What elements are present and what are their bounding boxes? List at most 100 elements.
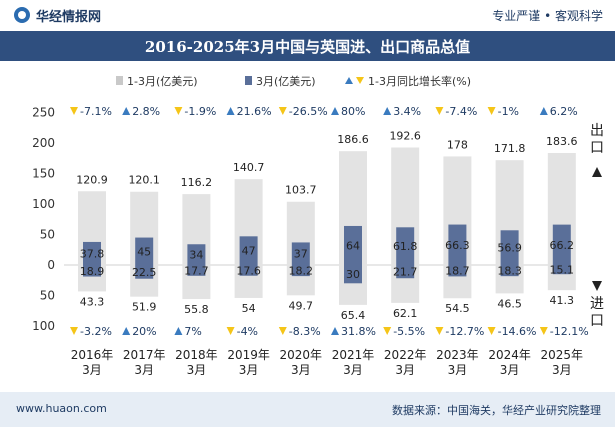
import-growth-down-arrow-icon (226, 327, 235, 335)
export-growth-label: -7.4% (445, 105, 477, 118)
import-total-label: 54.5 (445, 302, 470, 315)
footer-source: 数据来源：中国海关，华经产业研究院整理 (392, 404, 601, 417)
export-growth-label: 3.4% (393, 105, 421, 118)
export-march-label: 34 (189, 249, 203, 262)
import-growth-label: -12.1% (550, 325, 589, 338)
x-category-label: 2022年 3月 (384, 348, 427, 377)
import-total-label: 62.1 (393, 307, 418, 320)
export-total-label: 171.8 (494, 142, 526, 155)
legend-month-swatch (245, 76, 252, 85)
import-march-label: 17.6 (236, 264, 261, 277)
import-march-bar (500, 265, 519, 277)
import-growth-label: -3.2% (80, 325, 112, 338)
import-growth-label: 7% (184, 325, 201, 338)
x-category-label: 2021年 3月 (332, 348, 375, 377)
import-total-label: 46.5 (497, 297, 522, 310)
import-growth-down-arrow-icon (70, 327, 78, 335)
export-march-label: 66.2 (550, 239, 575, 252)
x-category-label: 2018年 3月 (175, 348, 218, 377)
import-side-label: 进 (590, 296, 604, 312)
x-category-label: 2023年 3月 (436, 348, 479, 377)
import-march-label: 22.5 (132, 266, 157, 279)
import-growth-down-arrow-icon (487, 327, 496, 335)
import-total-label: 41.3 (550, 294, 575, 307)
footer-website: www.huaon.com (16, 402, 107, 415)
y-tick-label: 50 (40, 289, 55, 303)
import-march-label: 18.7 (445, 265, 470, 278)
import-march-label: 30 (346, 268, 360, 281)
import-total-label: 55.8 (184, 303, 209, 316)
export-march-bar (291, 242, 310, 265)
top-bar: 华经情报网 专业严谨 • 客观科学 (0, 0, 615, 31)
export-march-bar (135, 237, 154, 265)
legend-month-label: 3月(亿美元) (256, 75, 316, 88)
import-growth-label: 20% (132, 325, 156, 338)
y-tick-label: 100 (32, 197, 55, 211)
import-total-label: 54 (242, 302, 256, 315)
export-march-label: 37 (294, 248, 308, 261)
export-total-label: 120.1 (128, 174, 160, 187)
export-growth-down-arrow-icon (70, 107, 78, 115)
export-march-label: 37.8 (80, 247, 105, 260)
slogan: 专业严谨 • 客观科学 (492, 9, 603, 23)
import-march-label: 21.7 (393, 266, 418, 279)
import-total-label: 43.3 (80, 295, 105, 308)
import-march-bar (396, 265, 415, 279)
export-march-bar (552, 224, 571, 265)
export-side-label: 口 (590, 140, 604, 156)
export-side-label: 出 (590, 123, 604, 139)
y-tick-label: 100 (32, 319, 55, 333)
export-total-label: 192.6 (389, 130, 421, 143)
import-growth-down-arrow-icon (383, 327, 392, 335)
footer-bar (0, 392, 615, 427)
y-tick-label: 200 (32, 136, 55, 150)
export-march-bar (344, 225, 362, 265)
legend-down-arrow-icon (356, 77, 364, 84)
import-growth-label: -14.6% (498, 325, 537, 338)
export-march-bar (500, 230, 519, 265)
import-growth-label: 31.8% (341, 325, 376, 338)
x-category-label: 2024年 3月 (488, 348, 531, 377)
export-growth-label: 80% (341, 105, 365, 118)
logo-icon (14, 7, 30, 23)
export-march-label: 47 (242, 245, 256, 258)
export-total-label: 183.6 (546, 135, 578, 148)
chart-title: 2016-2025年3月中国与英国进、出口商品总值 (144, 38, 471, 56)
chart: 1-3月(亿美元) 3月(亿美元) 1-3月同比增长率(%) 250 200 150 100… (32, 74, 604, 377)
import-march-bar (552, 265, 571, 275)
import-growth-down-arrow-icon (539, 327, 548, 335)
export-march-label: 45 (137, 245, 151, 258)
export-total-label: 120.9 (76, 173, 108, 186)
x-category-label: 2020年 3月 (280, 348, 323, 377)
import-march-bar (239, 265, 258, 276)
export-growth-up-arrow-icon (383, 107, 392, 115)
x-category-label: 2017年 3月 (123, 348, 166, 377)
import-growth-down-arrow-icon (278, 327, 287, 335)
import-side-label: 口 (590, 313, 604, 329)
export-march-label: 61.8 (393, 240, 418, 253)
export-march-bar (239, 236, 258, 265)
export-total-label: 186.6 (337, 133, 369, 146)
import-march-label: 18.9 (80, 265, 105, 278)
import-total-label: 65.4 (341, 309, 366, 322)
export-growth-down-arrow-icon (174, 107, 183, 115)
export-march-label: 56.9 (497, 242, 522, 255)
import-side-arrow-icon (592, 281, 602, 291)
import-march-bar (448, 265, 467, 277)
import-total-label: 49.7 (289, 299, 314, 312)
export-total-label: 178 (447, 138, 468, 151)
import-growth-label: -12.7% (445, 325, 484, 338)
export-total-label: 116.2 (181, 176, 213, 189)
import-march-bar (344, 265, 362, 284)
export-march-label: 66.3 (445, 239, 470, 252)
export-growth-down-arrow-icon (435, 107, 444, 115)
import-growth-up-arrow-icon (122, 327, 131, 335)
import-growth-up-arrow-icon (174, 327, 183, 335)
export-march-bar (187, 244, 206, 265)
title-bar (0, 31, 615, 61)
export-growth-up-arrow-icon (122, 107, 131, 115)
import-march-label: 18.3 (497, 265, 522, 278)
export-march-label: 64 (346, 239, 360, 252)
legend-growth-label: 1-3月同比增长率(%) (368, 74, 471, 88)
legend-total-swatch (116, 76, 123, 85)
